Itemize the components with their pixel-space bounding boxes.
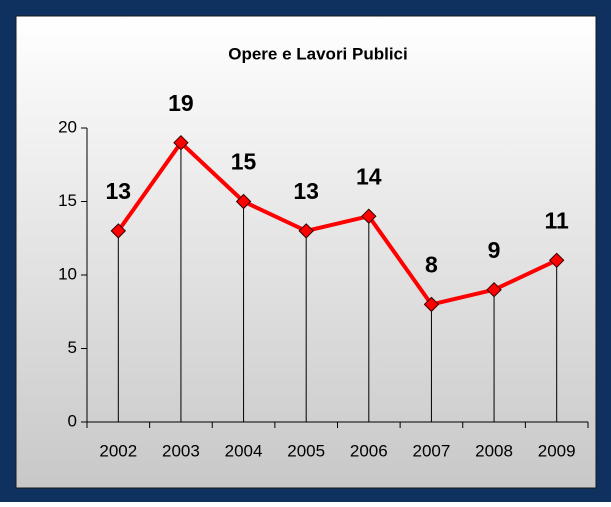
x-tick-label: 2006 [350, 441, 388, 460]
marker [548, 252, 565, 269]
chart-title: Opere e Lavori Publici [228, 44, 408, 63]
marker [361, 208, 377, 224]
x-tick-label: 2004 [225, 441, 263, 460]
x-tick-label: 2007 [413, 441, 451, 460]
data-label: 14 [356, 163, 382, 189]
data-label: 11 [545, 207, 570, 233]
x-tick-label: 2005 [287, 441, 325, 460]
x-tick-label: 2002 [99, 441, 137, 460]
y-tick-label: 5 [68, 338, 77, 357]
data-label: 9 [488, 237, 501, 263]
marker [173, 134, 189, 151]
y-tick-label: 20 [58, 117, 77, 136]
marker [110, 223, 127, 239]
marker [423, 296, 440, 313]
data-label: 13 [106, 178, 132, 204]
marker [298, 223, 314, 239]
marker [486, 281, 502, 298]
x-tick-label: 2008 [475, 441, 513, 460]
data-label: 13 [293, 178, 319, 204]
y-tick-label: 10 [58, 264, 77, 283]
line [116, 140, 558, 307]
x-tick-label: 2003 [162, 441, 200, 460]
marker [235, 193, 252, 210]
data-label: 15 [231, 149, 257, 175]
data-label: 8 [425, 251, 438, 277]
data-label: 19 [168, 90, 194, 116]
x-tick-label: 2009 [538, 441, 576, 460]
y-tick-label: 0 [68, 411, 77, 430]
y-tick-label: 15 [58, 191, 77, 210]
